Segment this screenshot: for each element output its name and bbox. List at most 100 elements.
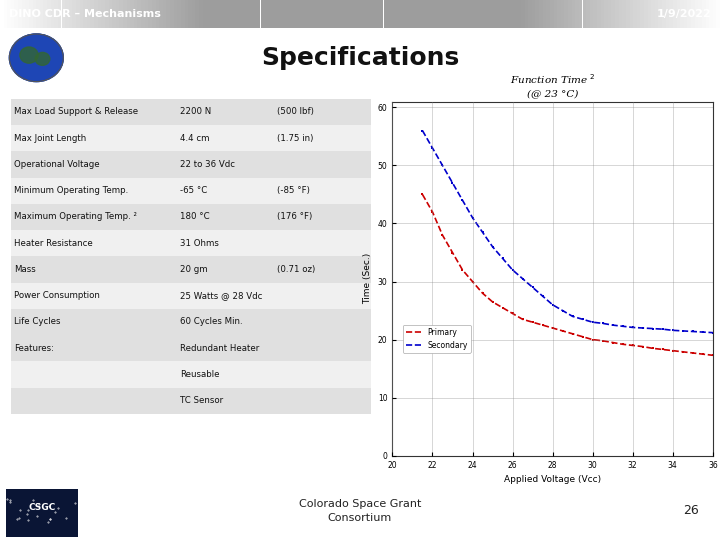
Bar [525,0,528,28]
Bar [413,0,416,28]
Bar [481,0,485,28]
Text: Maximum Operating Temp. ²: Maximum Operating Temp. ² [14,212,138,221]
Bar [550,0,554,28]
Bar [354,0,358,28]
Text: DINO CDR – Mechanisms: DINO CDR – Mechanisms [9,9,161,19]
Bar [427,0,431,28]
Text: Life Cycles: Life Cycles [14,318,61,327]
Bar [225,0,228,28]
Circle shape [9,34,63,82]
Bar [148,0,152,28]
Bar [210,0,213,28]
Bar [188,0,192,28]
X-axis label: Applied Voltage (Vcc): Applied Voltage (Vcc) [504,475,601,484]
Bar [98,0,102,28]
Bar [677,0,680,28]
Bar [11,256,371,282]
Text: -65 °C: -65 °C [180,186,207,195]
Bar [50,0,54,28]
Bar [670,0,673,28]
Bar [120,0,123,28]
Bar [271,0,275,28]
Bar [688,0,691,28]
Bar [286,0,289,28]
Circle shape [20,47,38,63]
Bar [130,0,134,28]
Bar [662,0,666,28]
Circle shape [9,34,63,82]
Text: (176 °F): (176 °F) [277,212,312,221]
Bar [622,0,626,28]
Bar [420,0,423,28]
Bar [293,0,297,28]
Text: Specifications: Specifications [261,46,459,70]
Text: (500 lbf): (500 lbf) [277,107,314,117]
Bar [459,0,463,28]
Bar [152,0,156,28]
Bar [246,0,250,28]
Text: Colorado Space Grant
Consortium: Colorado Space Grant Consortium [299,498,421,523]
Bar [192,0,195,28]
Bar [618,0,622,28]
Bar [40,0,43,28]
Bar [228,0,232,28]
Text: (1.75 in): (1.75 in) [277,134,314,143]
Bar [452,0,456,28]
Bar [32,0,36,28]
Bar [485,0,488,28]
Bar [575,0,579,28]
Bar [474,0,477,28]
Bar [202,0,206,28]
Bar [123,0,127,28]
Text: Operational Voltage: Operational Voltage [14,160,100,169]
Text: Max Load Support & Release: Max Load Support & Release [14,107,138,117]
Bar [463,0,467,28]
Bar [640,0,644,28]
Bar [373,0,377,28]
Bar [181,0,184,28]
Bar [572,0,575,28]
Bar [495,0,499,28]
Bar [644,0,647,28]
Bar [507,0,510,28]
Bar [532,0,536,28]
Bar [405,0,409,28]
Bar [311,0,315,28]
Bar [536,0,539,28]
Text: TC Sensor: TC Sensor [180,396,223,405]
Bar [213,0,217,28]
Bar [655,0,659,28]
Bar [94,0,98,28]
Bar [633,0,636,28]
Bar [11,125,371,151]
Bar [698,0,702,28]
Bar [539,0,543,28]
Bar [604,0,608,28]
Bar [568,0,572,28]
Bar [347,0,351,28]
Text: Heater Resistance: Heater Resistance [14,239,93,248]
Bar [174,0,177,28]
Bar [11,204,371,230]
Bar [680,0,684,28]
Bar [416,0,420,28]
Bar [235,0,239,28]
Bar [343,0,347,28]
Bar [398,0,402,28]
Bar [456,0,459,28]
Bar [199,0,202,28]
Bar [22,0,25,28]
Bar [608,0,611,28]
Bar [431,0,434,28]
Bar [384,0,387,28]
Bar [358,0,361,28]
Bar [586,0,590,28]
Bar [300,0,304,28]
Bar [76,0,80,28]
Text: CSGC: CSGC [28,503,55,512]
Bar [438,0,441,28]
Bar [307,0,311,28]
Bar [87,0,91,28]
Bar [659,0,662,28]
Bar [232,0,235,28]
